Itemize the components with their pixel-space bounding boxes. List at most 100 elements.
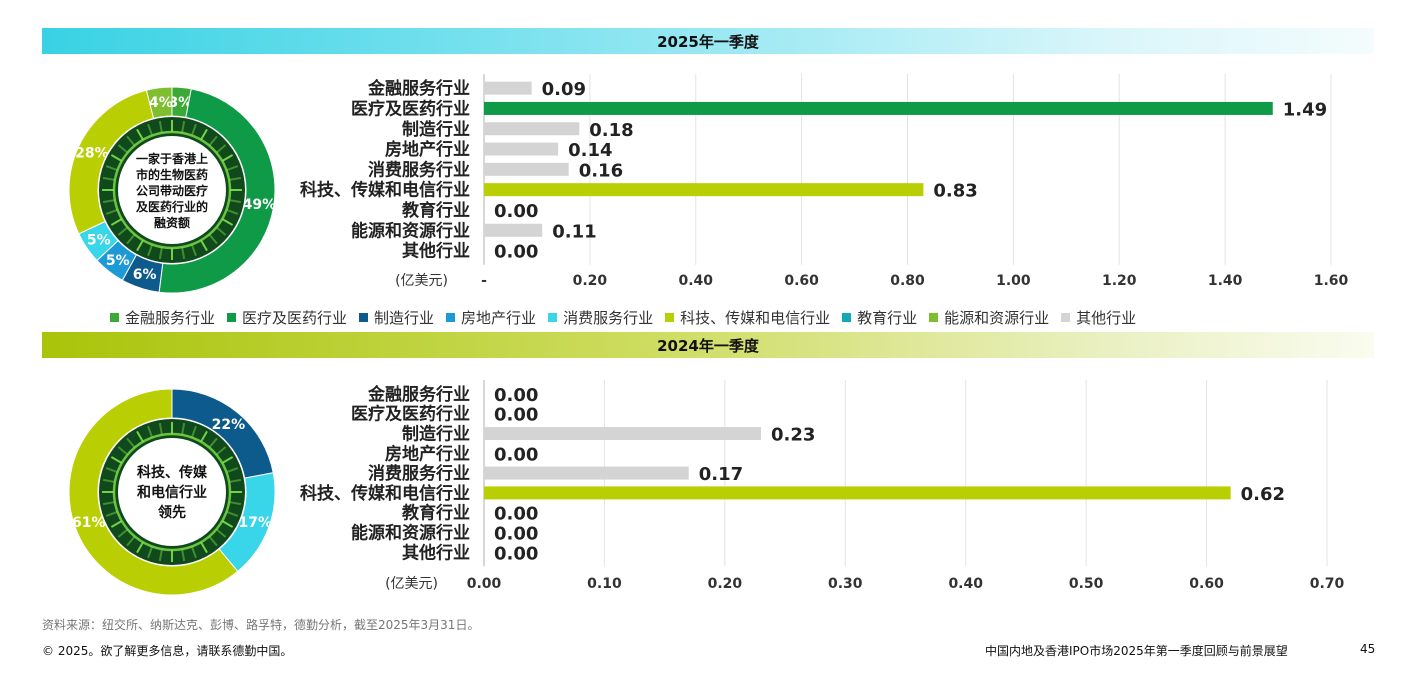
donut-center-text: 市的生物医药 [136, 167, 208, 182]
x-tick-label: 0.20 [708, 576, 743, 592]
circuit-line [208, 233, 218, 245]
circuit-line [200, 430, 208, 443]
bar-value-label: 0.00 [494, 405, 538, 426]
source-note: 资料来源：纽交所、纳斯达克、彭博、路孚特，德勤分析，截至2025年3月31日。 [42, 618, 480, 632]
donut-center-text: 公司带动医疗 [136, 183, 208, 198]
x-tick-label: 0.70 [1310, 576, 1345, 592]
category-label: 制造行业 [402, 424, 470, 445]
legend-item: 金融服务行业 [110, 307, 215, 328]
donut-slice [158, 88, 276, 294]
circuit-line [226, 467, 239, 474]
bar-value-label: 0.18 [589, 120, 633, 141]
circuit-line [136, 239, 144, 252]
legend-label: 教育行业 [857, 309, 918, 327]
x-tick-label: - [481, 273, 487, 289]
circuit-line [181, 246, 186, 260]
bar-value-label: 0.16 [579, 160, 623, 181]
category-label: 消费服务行业 [368, 463, 470, 484]
circuit-line [126, 535, 136, 547]
circuit-line [221, 520, 234, 528]
circuit-line [226, 208, 239, 215]
circuit-line [158, 422, 163, 436]
bar-value-label: 0.00 [494, 504, 538, 525]
bar-value-label: 0.00 [494, 524, 538, 545]
x-tick-label: 0.60 [784, 273, 819, 289]
legend-swatch [1061, 313, 1071, 322]
glow-ring [112, 130, 232, 250]
category-label: 消费服务行业 [368, 159, 470, 180]
bar-chart-2025q1: - 0.20 0.40 0.60 0.80 1.00 1.20 1.40 1.60 (亿美元) 金融… [300, 74, 1349, 289]
circuit-line [147, 244, 154, 257]
category-label: 其他行业 [402, 542, 470, 563]
circuit-line [228, 478, 242, 483]
legend-label: 制造行业 [374, 309, 435, 327]
donut-slice [68, 388, 239, 596]
category-label: 能源和资源行业 [351, 523, 470, 544]
circuit-line [215, 144, 227, 154]
circuit-line [190, 123, 197, 136]
circuit-line [190, 244, 197, 257]
category-label: 教育行业 [401, 200, 470, 221]
legend-item: 其他行业 [1061, 307, 1136, 328]
slice-percent-label: 17% [239, 515, 273, 531]
donut-chart-2025q1: 3%49%6%5%5%28%4%一家于香港上市的生物医药公司带动医疗及医药行业的… [68, 86, 277, 294]
legend-item: 房地产行业 [446, 307, 536, 328]
bar-value-label: 0.11 [552, 221, 596, 242]
bar-value-label: 0.00 [494, 385, 538, 406]
copyright-notice: © 2025。欲了解更多信息，请联系德勤中国。 [42, 644, 293, 658]
center-disc [118, 438, 226, 546]
circuit-line [126, 233, 136, 245]
category-label: 金融服务行业 [367, 384, 470, 405]
category-label: 其他行业 [402, 241, 470, 262]
circuit-line [158, 120, 163, 134]
bar-value-label: 0.00 [494, 543, 538, 564]
section-title-2024q1: 2024年一季度 [42, 332, 1374, 358]
circuit-line [136, 430, 144, 443]
x-tick-label: 0.50 [1069, 576, 1104, 592]
legend-item: 教育行业 [842, 307, 917, 328]
circuit-line [226, 165, 239, 172]
legend-label: 医疗及医药行业 [242, 309, 348, 327]
circuit-line [208, 535, 218, 547]
circuit-line [117, 446, 129, 456]
bar [484, 81, 532, 95]
glow-ring [112, 432, 232, 552]
category-label: 医疗及医药行业 [351, 404, 470, 425]
bar [484, 183, 924, 197]
circuit-line [190, 425, 197, 438]
donut-center-text: 一家于香港上 [136, 151, 208, 166]
bar [484, 466, 689, 480]
slice-percent-label: 61% [72, 515, 106, 531]
circuit-line [158, 548, 163, 562]
circuit-line [105, 208, 118, 215]
circuit-line [158, 246, 163, 260]
category-label: 房地产行业 [385, 139, 470, 160]
circuit-line [117, 528, 129, 538]
bar-value-label: 0.17 [699, 464, 743, 485]
bar [484, 162, 569, 176]
circuit-line [200, 239, 208, 252]
legend-item: 医疗及医药行业 [227, 307, 347, 328]
circuit-line [105, 467, 118, 474]
bar-value-label: 0.14 [568, 140, 612, 161]
donut-center-text: 领先 [158, 504, 186, 521]
circuit-line [221, 218, 234, 226]
circuit-line [102, 199, 116, 204]
legend-swatch [227, 313, 237, 322]
circuit-line [208, 135, 218, 147]
circuit-line [110, 154, 123, 162]
circuit-line [215, 226, 227, 236]
unit-label: (亿美元) [385, 576, 438, 592]
slice-percent-label: 49% [243, 197, 277, 213]
donut-center-text: 和电信行业 [137, 484, 207, 501]
legend-label: 科技、传媒和电信行业 [680, 309, 831, 327]
legend-swatch [929, 313, 939, 322]
legend-item: 科技、传媒和电信行业 [665, 307, 830, 328]
slice-percent-label: 22% [212, 417, 246, 433]
legend-label: 金融服务行业 [125, 309, 216, 327]
unit-label: (亿美元) [395, 273, 448, 289]
bar-value-label: 0.00 [494, 444, 538, 465]
circuit-line [110, 456, 123, 464]
x-tick-label: 0.60 [1189, 576, 1224, 592]
legend-item: 消费服务行业 [548, 307, 653, 328]
